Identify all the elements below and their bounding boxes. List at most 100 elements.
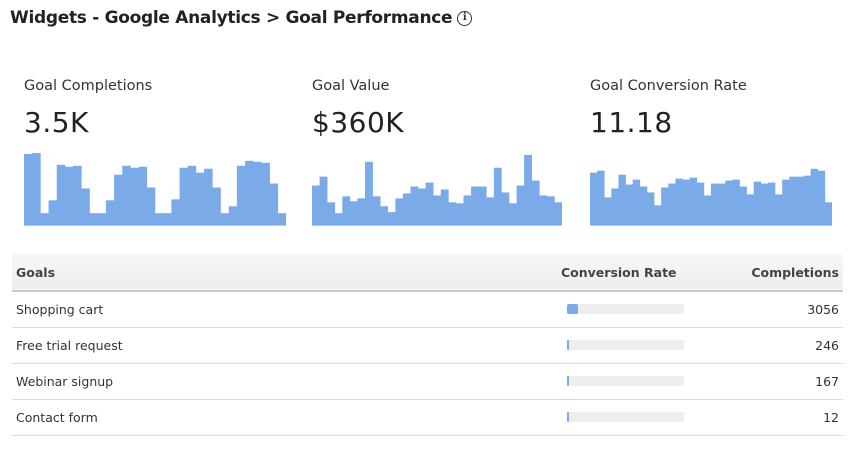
column-header-conversion-rate[interactable]: Conversion Rate bbox=[561, 264, 677, 280]
sparkline-bar bbox=[508, 203, 517, 225]
sparkline-bar bbox=[463, 195, 472, 225]
conversion-rate-cell bbox=[561, 363, 733, 399]
sparkline-bar bbox=[357, 198, 366, 225]
sparkline-bar bbox=[277, 213, 286, 225]
sparkline-bar bbox=[114, 174, 123, 225]
conversion-rate-bar bbox=[567, 376, 684, 386]
sparkline-bar bbox=[711, 183, 719, 225]
sparkline-bar bbox=[478, 186, 487, 225]
sparkline-bar bbox=[590, 172, 598, 225]
sparkline-bar bbox=[732, 179, 740, 225]
sparkline-bar bbox=[746, 194, 755, 225]
sparkline-bar bbox=[611, 188, 619, 225]
completions-value: 3056 bbox=[807, 301, 839, 317]
sparkline-bar bbox=[312, 185, 320, 225]
sparkline-bar bbox=[803, 175, 811, 225]
sparkline-bar bbox=[97, 213, 107, 225]
sparkline-bar bbox=[73, 165, 82, 225]
sparkline-bar bbox=[539, 195, 548, 225]
column-header-goals[interactable]: Goals bbox=[16, 264, 56, 280]
sparkline-bar bbox=[81, 188, 90, 225]
sparkline-bar bbox=[269, 183, 279, 225]
sparkline-bar bbox=[753, 181, 762, 225]
goal-name: Contact form bbox=[16, 409, 98, 425]
sparkline-bar bbox=[696, 182, 705, 225]
sparkline-bar bbox=[220, 213, 229, 225]
metric-goal-completions: Goal Completions 3.5K bbox=[24, 78, 152, 139]
sparkline-bar bbox=[632, 179, 641, 225]
sparkline-bar bbox=[380, 206, 389, 225]
table-row: Shopping cart 3056 bbox=[12, 291, 843, 327]
sparkline-bar bbox=[789, 176, 797, 225]
sparkline-bar bbox=[760, 183, 769, 225]
sparkline-bar bbox=[767, 182, 776, 225]
sparkline-bar bbox=[448, 202, 457, 225]
sparkline-bar bbox=[604, 197, 612, 225]
sparkline-goal-value bbox=[312, 154, 562, 226]
table-row: Free trial request 246 bbox=[12, 327, 843, 363]
sparkline-bar bbox=[40, 213, 49, 225]
widget-header: Widgets - Google Analytics > Goal Perfor… bbox=[10, 8, 473, 28]
completions-value: 246 bbox=[815, 337, 839, 353]
conversion-rate-cell bbox=[561, 327, 733, 363]
sparkline-bar bbox=[440, 189, 449, 225]
sparkline-bar bbox=[402, 193, 411, 225]
sparkline-bar bbox=[387, 212, 396, 225]
sparkline-bar bbox=[782, 179, 790, 225]
sparkline-bar bbox=[501, 192, 510, 225]
conversion-rate-fill bbox=[567, 412, 569, 422]
sparkline-bar bbox=[410, 186, 419, 225]
sparkline-bar bbox=[661, 187, 669, 225]
sparkline-bar bbox=[245, 160, 254, 225]
sparkline-bar bbox=[122, 165, 131, 225]
sparkline-bar bbox=[349, 201, 358, 225]
table-row: Contact form 12 bbox=[12, 399, 843, 435]
conversion-rate-cell bbox=[561, 399, 733, 435]
goal-name: Webinar signup bbox=[16, 373, 114, 389]
conversion-rate-fill bbox=[567, 304, 578, 315]
sparkline-bar bbox=[817, 170, 826, 225]
sparkline-bar bbox=[675, 178, 683, 225]
sparkline-bar bbox=[187, 165, 197, 225]
sparkline-bar bbox=[718, 183, 726, 225]
sparkline-bar bbox=[195, 172, 205, 225]
sparkline-bar bbox=[253, 161, 262, 225]
conversion-rate-fill bbox=[567, 340, 569, 350]
sparkline-bar bbox=[372, 196, 381, 225]
sparkline-bar bbox=[775, 194, 783, 225]
sparkline-bar bbox=[455, 203, 464, 225]
sparkline-bar bbox=[810, 168, 819, 225]
sparkline-bar bbox=[130, 167, 139, 225]
sparkline-bar bbox=[155, 213, 164, 225]
info-icon[interactable]: i bbox=[457, 10, 473, 26]
sparkline-bar bbox=[486, 197, 495, 225]
conversion-rate-bar bbox=[567, 412, 684, 422]
conversion-rate-bar bbox=[567, 304, 684, 315]
metric-value: $360K bbox=[312, 106, 405, 139]
sparkline-bar bbox=[365, 161, 373, 225]
completions-value: 12 bbox=[823, 409, 839, 425]
sparkline-bar bbox=[516, 185, 525, 225]
sparkline-bar bbox=[524, 154, 532, 225]
sparkline-bar bbox=[703, 195, 712, 225]
sparkline-bar bbox=[824, 202, 832, 225]
column-header-completions[interactable]: Completions bbox=[751, 264, 839, 280]
sparkline-bar bbox=[471, 186, 479, 225]
sparkline-goal-completions bbox=[24, 152, 286, 226]
sparkline-bar bbox=[654, 205, 662, 225]
sparkline-goal-conversion-rate bbox=[590, 168, 832, 226]
sparkline-bar bbox=[546, 196, 555, 225]
sparkline-bar bbox=[639, 186, 648, 225]
sparkline-bar bbox=[228, 206, 238, 225]
sparkline-bar bbox=[425, 182, 434, 225]
table-row: Webinar signup 167 bbox=[12, 363, 843, 399]
sparkline-bar bbox=[32, 152, 41, 225]
metric-goal-conversion-rate: Goal Conversion Rate 11.18 bbox=[590, 78, 747, 139]
sparkline-bar bbox=[319, 176, 328, 225]
completions-value: 167 bbox=[815, 373, 839, 389]
sparkline-bar bbox=[682, 179, 690, 225]
sparkline-bar bbox=[56, 164, 66, 225]
sparkline-bar bbox=[334, 213, 343, 225]
sparkline-bar bbox=[725, 180, 733, 225]
sparkline-bar bbox=[261, 162, 270, 225]
